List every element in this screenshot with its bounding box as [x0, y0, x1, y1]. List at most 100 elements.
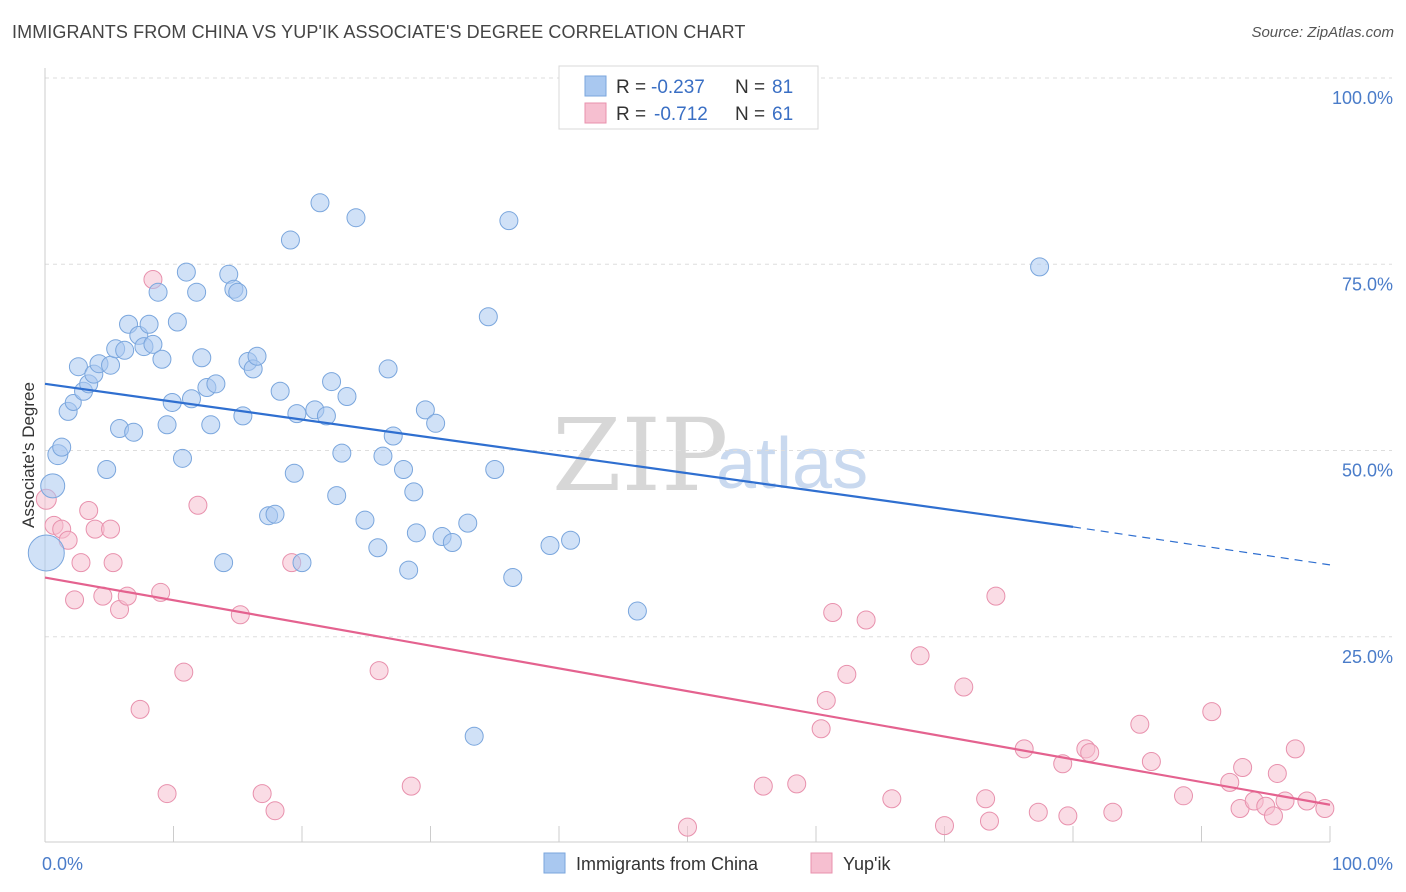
china-points	[27, 193, 1050, 746]
yupik-point-38	[979, 811, 999, 831]
china-point-5	[64, 393, 82, 411]
china-point-30	[187, 282, 207, 302]
legend-n-label-china: N =	[735, 77, 765, 98]
china-point-74	[485, 460, 505, 479]
yupik-point-27	[787, 774, 807, 794]
china-point-68	[426, 413, 446, 433]
watermark-atlas: atlas	[716, 424, 868, 504]
source-label: Source: ZipAtlas.com	[1251, 24, 1394, 41]
china-point-78	[561, 530, 581, 550]
yupik-point-50	[1202, 702, 1222, 722]
china-point-76	[503, 568, 523, 588]
yupik-point-25	[678, 817, 697, 837]
yupik-point-16	[157, 784, 177, 804]
yupik-point-48	[1141, 752, 1161, 772]
y-tick-label-50: 50.0%	[1342, 461, 1393, 481]
china-point-12	[101, 355, 121, 375]
china-point-26	[167, 312, 187, 332]
china-point-70	[442, 533, 462, 553]
yupik-point-24	[401, 776, 421, 796]
yupik-point-9	[101, 519, 121, 539]
china-point-47	[284, 463, 304, 483]
yupik-point-10	[103, 553, 123, 573]
china-point-58	[355, 510, 375, 530]
china-point-64	[399, 560, 419, 580]
y-tick-label-25: 25.0%	[1342, 647, 1393, 667]
yupik-point-20	[252, 784, 272, 804]
china-point-23	[152, 349, 172, 369]
china-point-73	[478, 307, 498, 327]
yupik-point-34	[910, 646, 930, 666]
yupik-point-39	[986, 586, 1006, 606]
china-point-59	[368, 538, 388, 558]
china-point-0	[27, 534, 65, 572]
tick-labels: 100.0% 75.0% 50.0% 25.0% 0.0% 100.0%	[42, 88, 1393, 874]
yupik-point-53	[1233, 758, 1253, 777]
china-point-65	[404, 482, 424, 502]
china-point-54	[327, 486, 347, 506]
china-point-33	[201, 415, 221, 435]
yupik-point-29	[816, 690, 836, 710]
china-point-44	[265, 504, 285, 524]
china-point-80	[1030, 257, 1050, 277]
chart-title: IMMIGRANTS FROM CHINA VS YUP'IK ASSOCIAT…	[12, 22, 746, 42]
china-point-17	[124, 422, 144, 442]
x-tick-label-0: 0.0%	[42, 854, 83, 874]
yupik-point-17	[174, 662, 194, 682]
china-point-24	[157, 415, 177, 435]
yupik-point-31	[837, 664, 857, 684]
yupik-point-56	[1263, 806, 1283, 826]
yupik-point-6	[79, 500, 99, 520]
china-point-60	[373, 446, 393, 466]
china-point-71	[458, 513, 478, 533]
legend-r-label-yupik: R =	[616, 104, 646, 125]
china-point-46	[280, 230, 300, 250]
china-point-34	[206, 374, 226, 394]
china-point-1	[40, 473, 66, 499]
china-point-77	[540, 535, 560, 555]
axes	[44, 68, 1331, 843]
yupik-point-47	[1130, 714, 1150, 734]
yupik-point-33	[882, 789, 902, 809]
bottom-legend-label-yupik: Yup'ik	[843, 854, 891, 874]
yupik-point-28	[811, 719, 831, 739]
china-point-57	[346, 208, 366, 228]
china-point-11	[97, 460, 117, 479]
legend-n-value-yupik: 61	[772, 104, 793, 125]
china-point-42	[247, 346, 267, 366]
china-point-15	[115, 340, 135, 360]
china-point-28	[176, 262, 196, 282]
watermark-zip: ZIP	[552, 397, 728, 514]
yupik-point-26	[753, 776, 773, 796]
china-point-55	[332, 443, 352, 463]
china-trend-line	[44, 382, 1074, 528]
yupik-points	[35, 270, 1335, 837]
yupik-point-21	[265, 801, 285, 821]
yupik-point-43	[1058, 806, 1078, 826]
china-point-53	[322, 372, 342, 392]
china-point-52	[316, 406, 336, 426]
yupik-point-37	[976, 789, 996, 809]
china-point-35	[214, 553, 234, 573]
yupik-point-5	[71, 553, 91, 573]
yupik-point-13	[130, 699, 150, 719]
yupik-point-30	[823, 603, 843, 623]
legend-n-value-china: 81	[772, 77, 793, 98]
yupik-point-18	[188, 495, 208, 515]
trend-lines	[44, 382, 1331, 806]
yupik-point-49	[1174, 786, 1194, 806]
legend-r-label-china: R =	[616, 77, 646, 98]
legend-r-value-china: -0.237	[651, 77, 705, 98]
china-point-45	[270, 381, 290, 401]
bottom-legend: Immigrants from China Yup'ik	[543, 852, 891, 874]
bottom-legend-swatch-yupik	[810, 852, 833, 874]
legend-n-label-yupik: N =	[735, 104, 765, 125]
yupik-trend-line	[44, 576, 1331, 806]
y-axis-label: Associate's Degree	[19, 382, 38, 528]
china-point-79	[627, 601, 647, 621]
legend-r-value-yupik: -0.712	[654, 104, 708, 125]
china-trend-extension	[1072, 526, 1331, 566]
legend-swatch-yupik	[584, 102, 607, 124]
china-point-56	[337, 386, 357, 406]
